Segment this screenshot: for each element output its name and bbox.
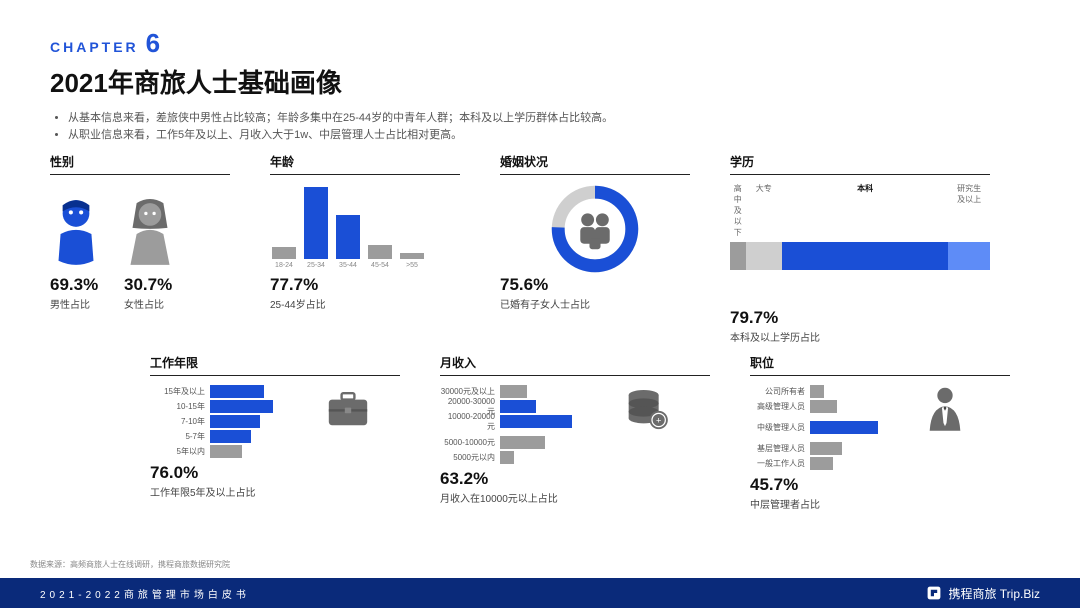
edu-label: 研究生 及以上 <box>948 183 990 238</box>
work-label: 工作年限5年及以上占比 <box>150 484 400 499</box>
age-bar-35-44: 35-44 <box>334 215 362 269</box>
panel-edu: 学历 高中及 以下大专本科研究生 及以上 79.7% 本科及以上学历占比 <box>730 153 990 344</box>
edu-pct: 79.7% <box>730 308 990 328</box>
database-icon: + <box>622 384 674 436</box>
edu-label: 本科 <box>782 183 948 238</box>
chapter-number: 6 <box>146 28 163 58</box>
bullet-2: 从职业信息来看，工作5年及以上、月收入大于1w、中层管理人士占比相对更高。 <box>68 127 1030 144</box>
hbar-row: 高级管理人员 <box>750 399 910 414</box>
female-pct: 30.7% <box>124 275 176 295</box>
edu-labels: 高中及 以下大专本科研究生 及以上 <box>730 183 990 238</box>
work-title: 工作年限 <box>150 354 400 376</box>
hbar-row: 5-7年 <box>150 429 310 444</box>
income-label: 月收入在10000元以上占比 <box>440 490 710 505</box>
income-bars: 30000元及以上20000-30000元10000-20000元5000-10… <box>440 384 610 465</box>
edu-label: 大专 <box>746 183 782 238</box>
hbar-row: 10-15年 <box>150 399 310 414</box>
hbar-row: 中级管理人员 <box>750 420 910 435</box>
hbar-row: 5000元以内 <box>440 450 610 465</box>
work-bars: 15年及以上10-15年7-10年5-7年5年以内 <box>150 384 310 459</box>
edu-segment <box>730 242 746 270</box>
female-label: 女性占比 <box>124 296 176 311</box>
age-bars: 18-2425-3435-4445-54>55 <box>270 189 460 269</box>
gender-title: 性别 <box>50 153 230 175</box>
edu-segment <box>782 242 948 270</box>
marital-label: 已婚有子女人士占比 <box>500 296 690 311</box>
panel-age: 年龄 18-2425-3435-4445-54>55 77.7% 25-44岁占… <box>270 153 460 344</box>
edu-bar <box>730 242 990 270</box>
hbar-row: 10000-20000元 <box>440 414 610 429</box>
age-bar-45-54: 45-54 <box>366 245 394 269</box>
age-pct: 77.7% <box>270 275 460 295</box>
brand-icon <box>926 585 942 601</box>
age-stat-label: 25-44岁占比 <box>270 296 460 311</box>
footer: 2021-2022商旅管理市场白皮书 携程商旅 Trip.Biz <box>0 578 1080 608</box>
hbar-row: 基层管理人员 <box>750 441 910 456</box>
brand-text: 携程商旅 Trip.Biz <box>948 585 1040 602</box>
bullet-1: 从基本信息来看，差旅侠中男性占比较高；年龄多集中在25-44岁的中青年人群；本科… <box>68 110 1030 127</box>
businessman-icon <box>922 384 974 436</box>
position-label: 中层管理者占比 <box>750 496 1010 511</box>
male-icon <box>50 197 102 269</box>
edu-label: 本科及以上学历占比 <box>730 329 990 344</box>
marital-title: 婚姻状况 <box>500 153 690 175</box>
hbar-row: 15年及以上 <box>150 384 310 399</box>
edu-label: 高中及 以下 <box>730 183 746 238</box>
age-bar-25-34: 25-34 <box>302 187 330 269</box>
hbar-row: 5年以内 <box>150 444 310 459</box>
svg-text:+: + <box>656 415 661 425</box>
chapter-label: CHAPTER 6 <box>50 28 1030 59</box>
male-pct: 69.3% <box>50 275 102 295</box>
panel-work: 工作年限 15年及以上10-15年7-10年5-7年5年以内 76.0% 工作年… <box>150 354 400 511</box>
position-bars: 公司所有者高级管理人员中级管理人员基层管理人员一般工作人员 <box>750 384 910 471</box>
edu-title: 学历 <box>730 153 990 175</box>
income-title: 月收入 <box>440 354 710 376</box>
panel-marital: 婚姻状况 75.6% 已婚有子女人士占比 <box>500 153 690 344</box>
female-icon <box>124 197 176 269</box>
age-title: 年龄 <box>270 153 460 175</box>
work-pct: 76.0% <box>150 463 400 483</box>
position-title: 职位 <box>750 354 1010 376</box>
family-icon <box>580 213 609 249</box>
briefcase-icon <box>324 384 376 436</box>
panel-position: 职位 公司所有者高级管理人员中级管理人员基层管理人员一般工作人员 45.7% 中… <box>750 354 1010 511</box>
hbar-row: 公司所有者 <box>750 384 910 399</box>
hbar-row: 7-10年 <box>150 414 310 429</box>
edu-segment <box>948 242 990 270</box>
data-source: 数据来源：高频商旅人士在线调研，携程商旅数据研究院 <box>30 559 230 570</box>
position-pct: 45.7% <box>750 475 1010 495</box>
panel-income: 月收入 30000元及以上20000-30000元10000-20000元500… <box>440 354 710 511</box>
page-title: 2021年商旅人士基础画像 <box>50 63 1030 100</box>
footer-brand: 携程商旅 Trip.Biz <box>926 585 1040 602</box>
hbar-row: 5000-10000元 <box>440 435 610 450</box>
chapter-text: CHAPTER <box>50 39 139 55</box>
age-bar-18-24: 18-24 <box>270 247 298 269</box>
hbar-row: 一般工作人员 <box>750 456 910 471</box>
male-label: 男性占比 <box>50 296 102 311</box>
edu-segment <box>746 242 782 270</box>
marital-pct: 75.6% <box>500 275 690 295</box>
bullets: 从基本信息来看，差旅侠中男性占比较高；年龄多集中在25-44岁的中青年人群；本科… <box>50 110 1030 143</box>
income-pct: 63.2% <box>440 469 710 489</box>
panel-gender: 性别 69.3% 男性占比 <box>50 153 230 344</box>
age-bar->55: >55 <box>398 253 426 269</box>
marital-donut <box>549 183 641 275</box>
footer-left: 2021-2022商旅管理市场白皮书 <box>40 586 250 601</box>
